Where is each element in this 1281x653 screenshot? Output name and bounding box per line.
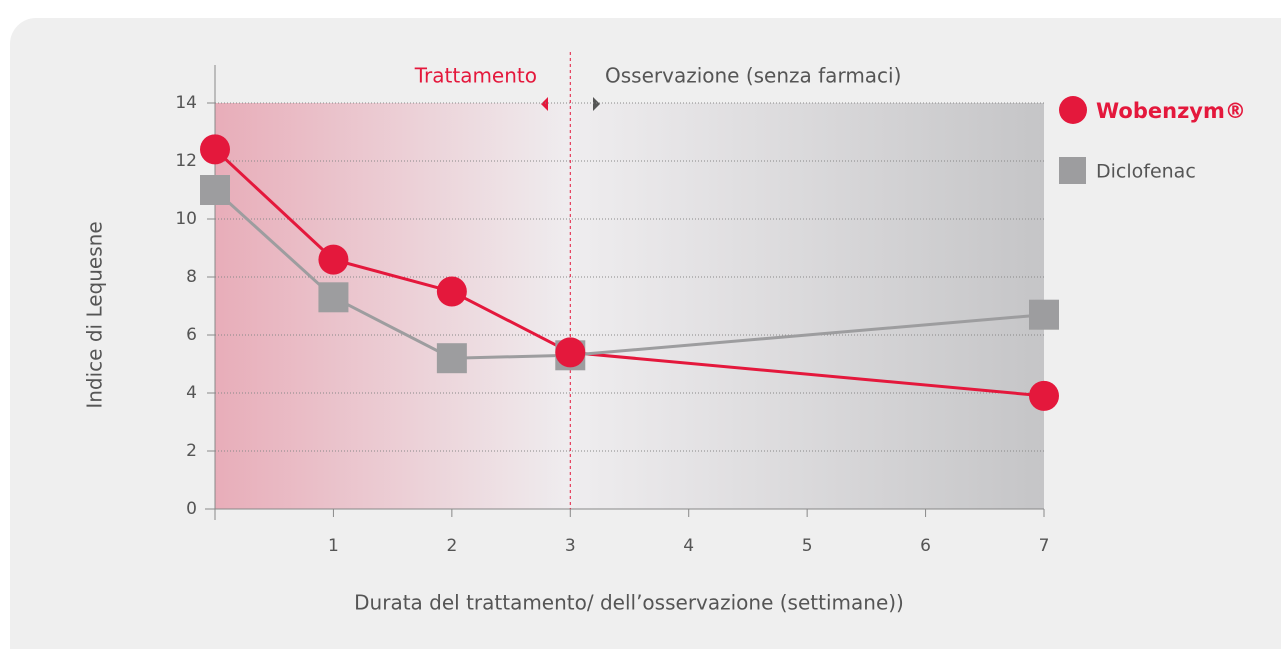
y-tick-label: 12 (175, 151, 197, 171)
marker (436, 276, 467, 307)
legend-marker (1059, 96, 1087, 124)
x-tick-label: 3 (565, 536, 576, 556)
y-tick-label: 4 (186, 383, 197, 403)
marker (318, 282, 349, 313)
marker (436, 343, 467, 374)
annotation: Trattamento (414, 64, 537, 88)
y-tick-label: 10 (175, 209, 197, 229)
marker (555, 337, 586, 368)
y-axis-label: Indice di Lequesne (83, 221, 107, 408)
x-tick-label: 6 (920, 536, 931, 556)
marker (200, 175, 230, 205)
marker (1029, 299, 1059, 330)
annotation: Osservazione (senza farmaci) (605, 64, 901, 88)
legend-label: Wobenzym® (1096, 99, 1246, 123)
y-tick-label: 8 (186, 267, 197, 287)
marker (200, 134, 230, 165)
x-tick-label: 2 (446, 536, 457, 556)
y-tick-label: 0 (186, 499, 197, 519)
arrow-left (541, 97, 548, 111)
x-tick-label: 4 (683, 536, 694, 556)
x-axis-label: Durata del trattamento/ dell’osservazion… (354, 591, 904, 615)
marker (318, 244, 349, 275)
legend-label: Diclofenac (1096, 161, 1196, 183)
x-tick-label: 7 (1039, 536, 1050, 556)
y-tick-label: 6 (186, 325, 197, 345)
x-tick-label: 5 (802, 536, 813, 556)
y-tick-label: 14 (175, 93, 197, 113)
legend-marker (1059, 157, 1086, 184)
y-tick-label: 2 (186, 441, 197, 461)
arrow-right (593, 97, 600, 111)
marker (1029, 380, 1059, 411)
x-tick-label: 1 (328, 536, 339, 556)
